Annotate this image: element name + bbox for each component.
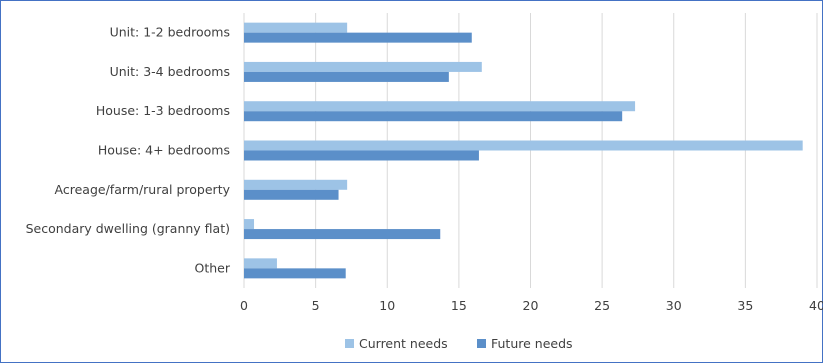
legend-label: Future needs	[491, 336, 573, 351]
bars	[244, 22, 803, 279]
legend: Current needs Future needs	[345, 336, 573, 351]
category-label: Other	[195, 260, 231, 275]
bar-future-needs	[244, 229, 441, 240]
x-tick-labels: 0 5 10 15 20 25 30 35 40	[240, 298, 823, 313]
x-tick-label: 25	[594, 298, 610, 313]
bar-future-needs	[244, 71, 449, 82]
legend-swatch	[477, 339, 486, 348]
bar-future-needs	[244, 268, 346, 279]
bar-current-needs	[244, 179, 348, 190]
category-label: House: 4+ bedrooms	[98, 143, 230, 158]
bar-current-needs	[244, 140, 803, 151]
bar-current-needs	[244, 258, 277, 269]
bar-current-needs	[244, 101, 636, 112]
legend-swatch	[345, 339, 354, 348]
category-label: Unit: 3-4 bedrooms	[110, 64, 230, 79]
category-label: House: 1-3 bedrooms	[96, 103, 230, 118]
bar-current-needs	[244, 22, 348, 33]
category-label: Acreage/farm/rural property	[55, 182, 231, 197]
x-tick-label: 5	[312, 298, 320, 313]
x-tick-label: 30	[666, 298, 682, 313]
bar-current-needs	[244, 61, 482, 72]
category-label: Secondary dwelling (granny flat)	[26, 221, 230, 236]
legend-label: Current needs	[359, 336, 448, 351]
bar-current-needs	[244, 219, 255, 230]
x-tick-label: 10	[379, 298, 395, 313]
x-tick-label: 15	[451, 298, 467, 313]
bar-future-needs	[244, 111, 623, 122]
category-label: Unit: 1-2 bedrooms	[110, 25, 230, 40]
bar-future-needs	[244, 150, 479, 161]
x-tick-label: 20	[523, 298, 539, 313]
bar-future-needs	[244, 189, 339, 200]
x-tick-label: 0	[240, 298, 248, 313]
x-tick-label: 40	[809, 298, 823, 313]
x-tick-label: 35	[737, 298, 753, 313]
bar-future-needs	[244, 32, 472, 43]
category-labels: Unit: 1-2 bedrooms Unit: 3-4 bedrooms Hous…	[26, 25, 231, 276]
